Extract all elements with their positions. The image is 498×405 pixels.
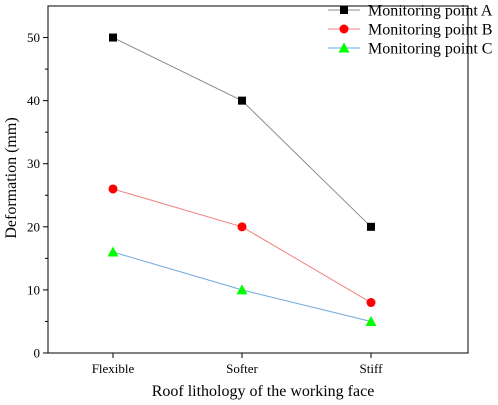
data-point [367,222,375,231]
data-point [236,284,248,295]
legend-item: Monitoring point C [328,41,492,58]
data-point [107,246,119,257]
y-axis-title: Deformation (mm) [3,117,20,238]
x-axis-title: Roof lithology of the working face [152,383,375,400]
y-tick-label: 50 [27,30,40,45]
data-point [108,184,118,194]
series-c [107,246,377,326]
legend-item: Monitoring point B [328,22,492,39]
x-tick-label: Softer [226,361,258,376]
plot-area [47,5,469,354]
x-axis: Flexible Softer Stiff [92,353,383,376]
x-tick-label: Stiff [360,361,384,376]
data-point [238,96,246,105]
y-tick-label: 30 [27,156,40,171]
data-point [365,315,377,326]
y-tick-label: 10 [27,282,40,297]
x-tick-label: Flexible [92,361,135,376]
data-point [109,33,117,42]
y-axis: 0 10 20 30 40 50 [27,30,48,361]
y-tick-label: 0 [34,346,41,361]
plot-frame-border [47,5,469,354]
legend-label: Monitoring point B [368,22,492,39]
legend-marker [338,42,350,53]
legend-item: Monitoring point A [328,3,493,20]
data-point [366,298,376,308]
legend-label: Monitoring point C [368,41,492,58]
legend-label: Monitoring point A [368,3,493,20]
y-tick-label: 20 [27,219,40,234]
series-b [108,184,376,308]
legend-marker [340,6,348,14]
series-line [112,37,372,228]
data-point [237,222,247,232]
y-tick-label: 40 [27,93,40,108]
legend-marker [339,24,349,34]
legend: Monitoring point A Monitoring point B Moni… [328,3,493,58]
series-a [109,33,375,231]
series-layer [107,33,377,326]
